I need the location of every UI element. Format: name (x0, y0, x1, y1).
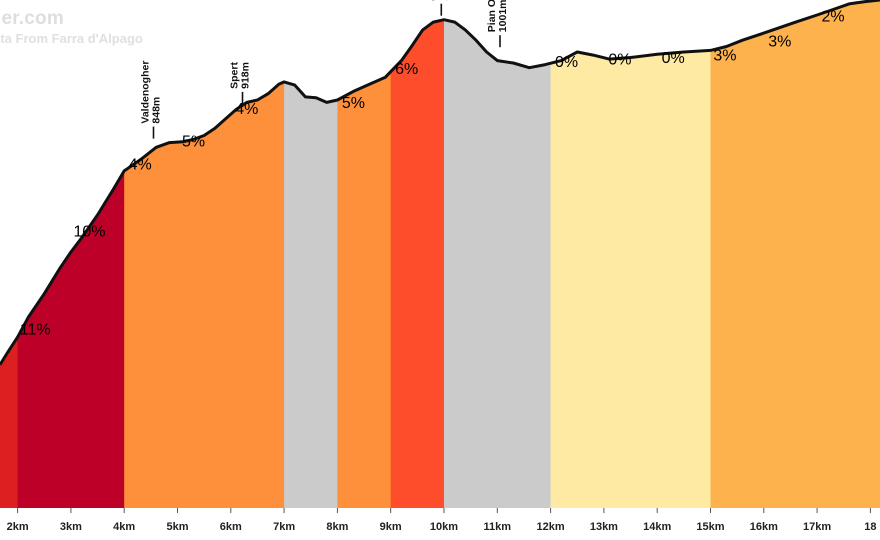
poi-name-2: Campon (427, 0, 439, 1)
grade-segment-6 (444, 0, 552, 508)
poi-name-0: Valdenogher (140, 61, 152, 124)
grade-label-7: 0% (555, 54, 578, 71)
grade-segment-4 (337, 0, 392, 508)
elevation-profile-line (0, 0, 880, 366)
grade-label-0: 11% (20, 322, 51, 339)
grade-label-4: 4% (235, 101, 258, 118)
x-tick-label-5: 7km (273, 521, 295, 533)
grade-label-1: 10% (73, 223, 105, 240)
grade-label-10: 3% (713, 48, 736, 65)
x-tick-label-9: 11km (484, 521, 512, 533)
grade-labels: 11% 10% 4% 5% 4% 5% 6% 0% 0% 0% 3% 3% 2% (20, 8, 845, 338)
x-axis: 2km 3km 4km 5km 6km 7km 8km 9km 10km 11km 12km 13km… (7, 508, 877, 533)
x-tick-label-12: 14km (643, 521, 671, 533)
x-tick-label-8: 10km (430, 521, 458, 533)
points-of-interest: Valdenogher848m Spert918m Campon1047m Pian … (140, 0, 509, 139)
grade-segment-7 (550, 0, 712, 508)
grade-label-6: 6% (395, 61, 418, 78)
poi-name-1: Spert (229, 62, 241, 89)
poi-label-0: Valdenogher848m (140, 61, 163, 124)
grade-label-2: 4% (129, 156, 152, 173)
grade-segment-0 (0, 0, 19, 508)
gradient-segments (0, 0, 880, 508)
grade-segment-5 (390, 0, 445, 508)
x-tick-label-4: 6km (220, 521, 242, 533)
watermark: ler.com tta From Farra d'Alpago (0, 8, 143, 46)
x-axis-band (0, 508, 880, 540)
poi-label-2: Campon1047m (427, 0, 450, 1)
grade-label-8: 0% (608, 52, 631, 69)
x-tick-label-1: 3km (60, 521, 82, 533)
poi-label-3: Pian Osteria1001m (486, 0, 509, 32)
grade-label-3: 5% (182, 134, 205, 151)
grade-segment-3 (284, 0, 338, 508)
grade-label-12: 2% (822, 8, 845, 25)
poi-3: Pian Osteria1001m (486, 0, 509, 48)
x-tick-label-13: 15km (696, 521, 724, 533)
x-tick-label-11: 13km (590, 521, 618, 533)
x-tick-label-3: 5km (166, 521, 188, 533)
poi-1: Spert918m (229, 62, 252, 104)
grade-label-11: 3% (768, 34, 791, 51)
x-tick-label-7: 9km (380, 521, 402, 533)
grade-label-9: 0% (662, 50, 685, 67)
poi-elevation-1: 918m (240, 62, 252, 89)
watermark-site: ler.com (0, 8, 64, 29)
x-tick-label-15: 17km (803, 521, 831, 533)
poi-name-3: Pian Osteria (486, 0, 498, 32)
poi-elevation-2: 1047m (438, 0, 450, 1)
poi-label-1: Spert918m (229, 62, 252, 89)
x-tick-label-0: 2km (7, 521, 29, 533)
poi-2: Campon1047m (427, 0, 450, 16)
grade-segment-8 (710, 0, 880, 508)
poi-elevation-3: 1001m (497, 0, 509, 32)
x-tick-label-16: 18 (864, 521, 876, 533)
x-tick-label-10: 12km (537, 521, 565, 533)
x-tick-label-2: 4km (113, 521, 135, 533)
poi-0: Valdenogher848m (140, 61, 163, 139)
x-tick-label-6: 8km (326, 521, 348, 533)
x-tick-label-14: 16km (750, 521, 778, 533)
watermark-subtitle: tta From Farra d'Alpago (0, 31, 143, 46)
grade-label-5: 5% (342, 95, 365, 112)
poi-elevation-0: 848m (151, 97, 163, 124)
